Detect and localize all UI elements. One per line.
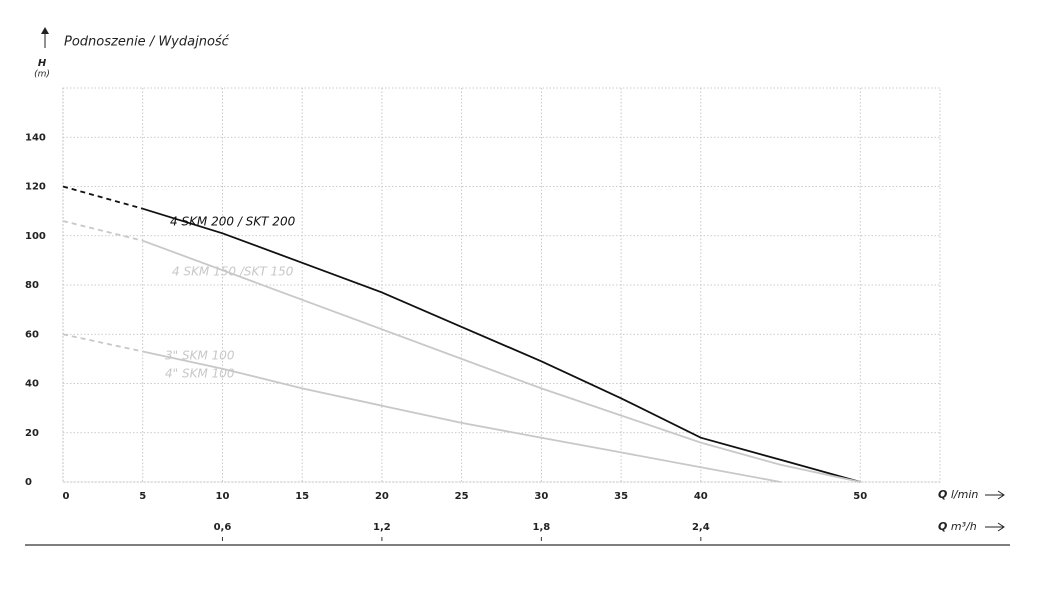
x-tick-label: 20 (375, 491, 389, 502)
y-tick-label: 60 (25, 329, 39, 340)
y-arrow-head (41, 27, 49, 34)
series-label: 4 SKM 200 / SKT 200 (170, 215, 296, 229)
x-tick-label: 40 (694, 491, 708, 502)
series-label: 3" SKM 100 (165, 349, 235, 363)
y-tick-label: 80 (25, 280, 39, 291)
x2-tick-label: 0,6 (214, 522, 232, 533)
line (142, 207, 861, 483)
x-tick-label: 5 (139, 491, 146, 502)
x2-tick-label: 1,8 (533, 522, 551, 533)
x2-tick-label: 2,4 (692, 522, 710, 533)
x-tick-label: 35 (614, 491, 628, 502)
x-arrow (985, 490, 1005, 500)
x-axis-symbol: Q (938, 488, 947, 501)
x-tick-label: 15 (295, 491, 309, 502)
x-axis-unit: l/min (951, 488, 979, 501)
line-dashed (62, 185, 143, 210)
x-tick-label: 30 (534, 491, 548, 502)
line (142, 350, 781, 483)
y-tick-label: 140 (25, 132, 46, 143)
x2-axis-label: Q m³/h (938, 520, 977, 533)
x2-axis-unit: m³/h (951, 520, 977, 533)
x2-arrow (985, 522, 1005, 532)
x-axis-label: Q l/min (938, 488, 978, 501)
series-label: 4 SKM 150 /SKT 150 (172, 265, 294, 279)
chart-title: Podnoszenie / Wydajność (64, 35, 230, 50)
line-dashed (62, 220, 143, 242)
line (142, 239, 861, 483)
x2-tick-label: 1,2 (373, 522, 391, 533)
x-tick-label: 25 (455, 491, 469, 502)
annotation: 4" SKM 100 (165, 367, 235, 381)
x2-axis-symbol: Q (938, 520, 947, 533)
x-tick-label: 10 (215, 491, 229, 502)
y-tick-label: 120 (25, 182, 46, 193)
y-axis-unit: (m) (34, 70, 50, 80)
y-tick-label: 40 (25, 379, 39, 390)
line-dashed (62, 333, 143, 353)
y-axis-symbol: H (38, 58, 47, 69)
x-tick-label: 50 (853, 491, 867, 502)
x-tick-label: 0 (63, 491, 70, 502)
y-tick-label: 20 (25, 428, 39, 439)
y-tick-label: 0 (25, 477, 32, 488)
y-tick-label: 100 (25, 231, 46, 242)
